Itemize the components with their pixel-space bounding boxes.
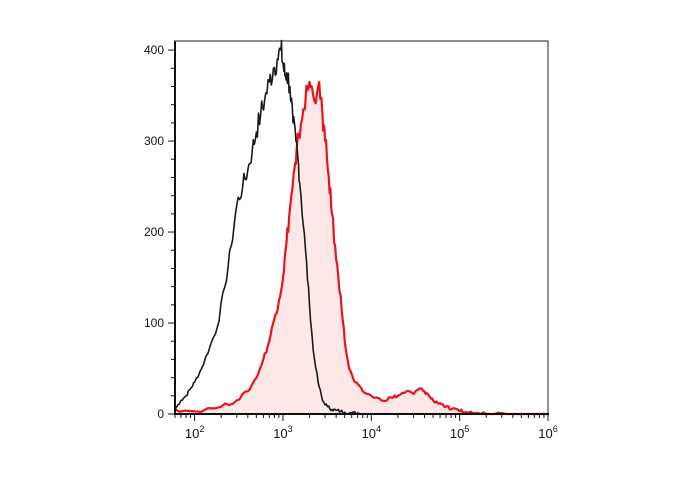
plot-frame [174, 40, 549, 415]
y-tick-label: 200 [144, 225, 164, 239]
x-tick-label: 103 [273, 424, 292, 441]
x-tick-label: 105 [450, 424, 469, 441]
x-tick-label: 106 [538, 424, 557, 441]
series-1-line [174, 80, 548, 416]
series-0-line [174, 39, 368, 415]
y-tick-label: 100 [144, 316, 164, 330]
x-tick-label: 104 [362, 424, 381, 441]
y-tick-label: 400 [144, 43, 164, 57]
y-tick-label: 0 [157, 407, 164, 421]
x-axis: 102 103 104 105 106 [174, 414, 558, 441]
y-tick-label: 300 [144, 134, 164, 148]
series-layer [174, 39, 548, 416]
y-axis: 0 100 200 300 400 [144, 43, 175, 421]
x-tick-label: 102 [185, 424, 204, 441]
